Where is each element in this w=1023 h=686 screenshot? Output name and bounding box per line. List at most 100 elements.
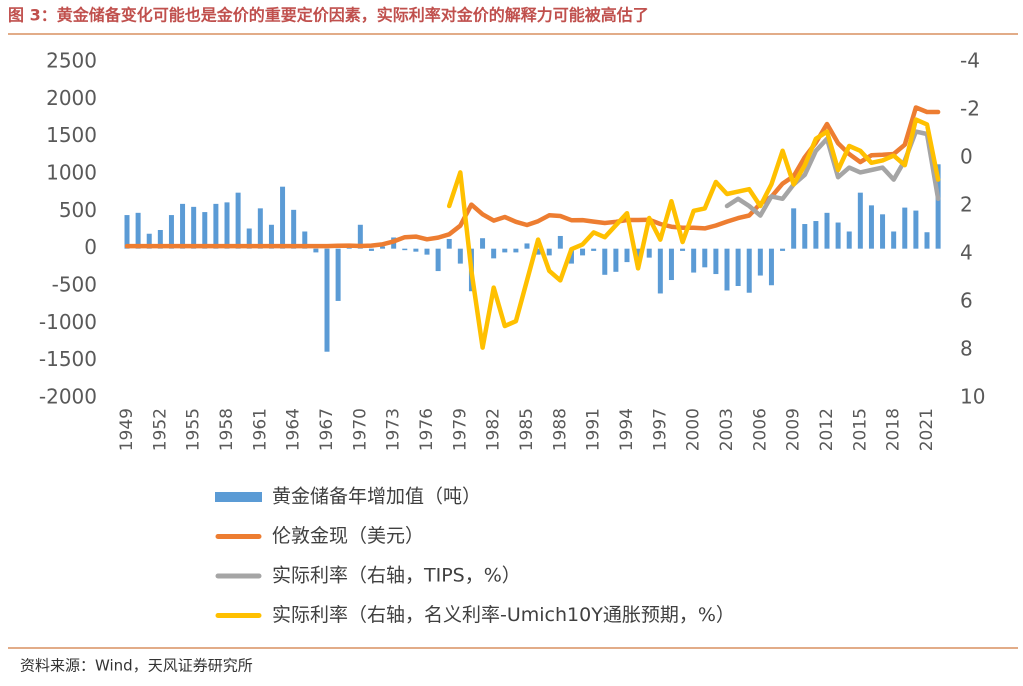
legend-label: 黄金储备年增加值（吨） — [272, 486, 481, 508]
y2-tick-label: -4 — [960, 49, 980, 73]
bar — [146, 233, 152, 249]
x-tick-label: 1970 — [350, 408, 370, 451]
y-tick-label: 0 — [84, 235, 97, 259]
bar — [735, 248, 741, 286]
bar — [780, 248, 786, 251]
bar — [746, 248, 752, 293]
y-tick-label: 1500 — [46, 123, 97, 147]
bar — [324, 248, 330, 352]
x-tick-label: 1997 — [650, 408, 670, 451]
bar — [857, 192, 863, 249]
bar — [613, 248, 619, 272]
bar — [602, 248, 608, 275]
line — [446, 117, 941, 350]
bar — [268, 224, 274, 249]
bar — [335, 248, 341, 301]
y-tick-label: 1000 — [46, 161, 97, 185]
bar — [846, 231, 852, 249]
bar — [824, 212, 830, 249]
bar — [513, 248, 519, 253]
source: 资料来源：Wind，天风证券研究所 — [20, 657, 253, 675]
bar — [724, 248, 730, 291]
x-tick-label: 2006 — [750, 408, 770, 451]
x-tick-label: 1958 — [217, 408, 237, 451]
y-tick-label: -1500 — [39, 347, 97, 371]
bar — [902, 207, 908, 249]
bar — [257, 208, 263, 249]
bar — [802, 224, 808, 249]
x-tick-label: 2021 — [917, 408, 937, 451]
x-tick-label: 1976 — [417, 408, 437, 451]
bar — [624, 248, 630, 263]
bar — [180, 203, 186, 249]
bar — [580, 248, 586, 256]
bar — [246, 228, 252, 249]
bar — [713, 248, 719, 275]
y2-tick-label: 8 — [960, 337, 973, 361]
x-tick-label: 1961 — [250, 408, 270, 451]
x-tick-label: 1967 — [317, 408, 337, 451]
bar — [791, 208, 797, 249]
bar — [702, 248, 708, 268]
bar — [480, 238, 486, 249]
y-tick-label: 2000 — [46, 86, 97, 110]
bar — [202, 212, 208, 249]
bar — [668, 248, 674, 281]
bar — [235, 192, 241, 249]
x-tick-label: 1991 — [584, 408, 604, 451]
x-tick-label: 2000 — [684, 408, 704, 451]
bar — [535, 248, 541, 255]
bar — [224, 202, 230, 249]
bar — [591, 248, 597, 251]
x-tick-label: 1964 — [284, 408, 304, 451]
bar — [135, 212, 141, 249]
y2-tick-label: 10 — [960, 385, 985, 409]
bar — [680, 248, 686, 251]
bar — [302, 231, 308, 249]
bar — [868, 205, 874, 249]
bar — [280, 186, 286, 249]
bar — [557, 235, 563, 249]
bar — [524, 243, 530, 249]
bar — [291, 209, 297, 249]
bar — [880, 214, 886, 249]
bar — [491, 248, 497, 259]
legend-label: 实际利率（右轴，名义利率-Umich10Y通胀预期，%） — [272, 604, 735, 626]
x-tick-label: 1988 — [550, 408, 570, 451]
y-tick-label: 2500 — [46, 49, 97, 73]
y2-tick-label: 4 — [960, 241, 973, 265]
bar — [646, 248, 652, 258]
bar — [813, 221, 819, 249]
line — [124, 105, 941, 249]
bar — [402, 248, 408, 251]
y-tick-label: -1000 — [39, 310, 97, 334]
bar — [313, 248, 319, 253]
y-tick-label: -500 — [52, 273, 97, 297]
bar — [368, 248, 374, 251]
legend-swatch — [215, 492, 262, 502]
x-tick-label: 1955 — [184, 408, 204, 451]
x-tick-label: 2009 — [784, 408, 804, 451]
bar — [435, 248, 441, 272]
legend-label: 实际利率（右轴，TIPS，%） — [272, 565, 521, 587]
y2-tick-label: 0 — [960, 145, 973, 169]
bar — [568, 248, 574, 264]
x-tick-label: 1994 — [617, 408, 637, 451]
bar — [757, 248, 763, 276]
bar — [768, 248, 774, 286]
x-tick-label: 2012 — [817, 408, 837, 451]
bar — [891, 231, 897, 249]
bar — [924, 232, 930, 249]
x-tick-label: 1949 — [117, 408, 137, 451]
x-tick-label: 1985 — [517, 408, 537, 451]
bar — [657, 248, 663, 294]
x-tick-label: 1952 — [150, 408, 170, 451]
bar — [691, 248, 697, 273]
bar — [157, 230, 163, 249]
bar — [546, 248, 552, 256]
legend-label: 伦敦金现（美元） — [272, 525, 424, 547]
bar — [635, 248, 641, 264]
bar — [413, 248, 419, 252]
bar — [446, 238, 452, 249]
